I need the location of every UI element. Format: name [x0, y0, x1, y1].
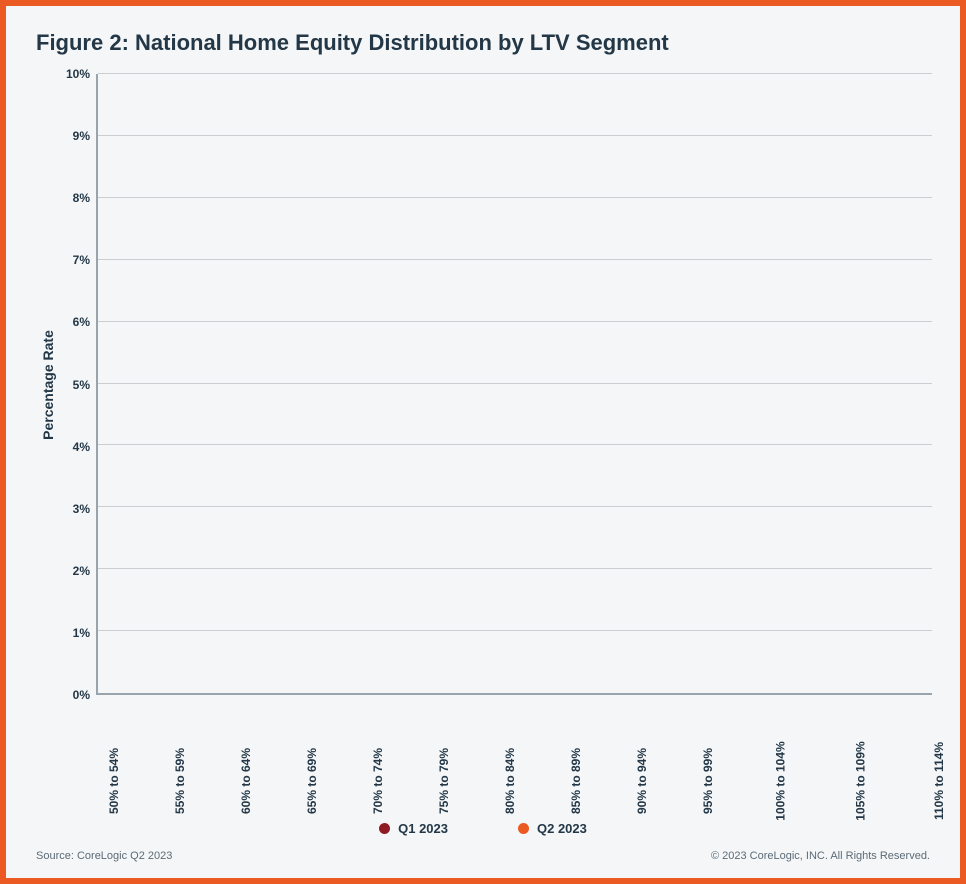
gridline [98, 383, 932, 384]
x-tick-cell: 70% to 74% [370, 695, 436, 813]
x-tick-cell: 100% to 104% [766, 695, 845, 813]
x-tick-label: 55% to 59% [173, 748, 237, 814]
x-tick-label: 60% to 64% [239, 748, 303, 814]
x-tick-cell: 95% to 99% [700, 695, 766, 813]
x-tick-cell: 80% to 84% [502, 695, 568, 813]
legend-label: Q1 2023 [398, 821, 448, 836]
legend-item: Q2 2023 [518, 821, 587, 836]
x-tick-cell: 75% to 79% [436, 695, 502, 813]
y-tick-label: 7% [73, 253, 90, 267]
x-tick-cell: 65% to 69% [304, 695, 370, 813]
y-tick-label: 9% [73, 129, 90, 143]
gridline [98, 630, 932, 631]
y-tick-label: 6% [73, 315, 90, 329]
x-tick-cell: 50% to 54% [106, 695, 172, 813]
gridline [98, 73, 932, 74]
x-tick-label: 110% to 114% [932, 742, 966, 820]
y-axis-label-col: Percentage Rate [34, 74, 62, 695]
y-tick-label: 4% [73, 440, 90, 454]
gridline [98, 444, 932, 445]
x-tick-label: 85% to 89% [569, 748, 633, 814]
legend-item: Q1 2023 [379, 821, 448, 836]
x-tick-label: 105% to 109% [853, 741, 917, 820]
legend-swatch [379, 823, 390, 834]
gridline [98, 197, 932, 198]
gridline [98, 568, 932, 569]
y-tick-label: 10% [66, 67, 90, 81]
y-tick-label: 1% [73, 626, 90, 640]
gridline [98, 506, 932, 507]
y-axis-label: Percentage Rate [40, 330, 56, 440]
x-tick-cell: 85% to 89% [568, 695, 634, 813]
x-tick-label: 50% to 54% [107, 748, 171, 814]
chart-title: Figure 2: National Home Equity Distribut… [36, 30, 932, 56]
y-tick-label: 5% [73, 378, 90, 392]
chart: Percentage Rate 0%1%2%3%4%5%6%7%8%9%10% … [34, 74, 932, 850]
y-tick-label: 2% [73, 564, 90, 578]
x-tick-label: 70% to 74% [371, 748, 435, 814]
x-tick-cell: 60% to 64% [238, 695, 304, 813]
x-tick-label: 95% to 99% [701, 748, 765, 814]
source-text: Source: CoreLogic Q2 2023 [36, 850, 172, 862]
y-axis-ticks: 0%1%2%3%4%5%6%7%8%9%10% [62, 74, 96, 695]
plot-area [96, 74, 932, 695]
x-tick-cell: 90% to 94% [634, 695, 700, 813]
x-tick-label: 90% to 94% [635, 748, 699, 814]
x-tick-cell: 110% to 114% [925, 695, 966, 813]
y-tick-label: 0% [73, 688, 90, 702]
chart-body: Percentage Rate 0%1%2%3%4%5%6%7%8%9%10% [34, 74, 932, 695]
x-tick-label: 80% to 84% [503, 748, 567, 814]
x-axis-labels-row: 50% to 54%55% to 59%60% to 64%65% to 69%… [34, 695, 932, 813]
footer: Source: CoreLogic Q2 2023 © 2023 CoreLog… [34, 850, 932, 864]
y-tick-label: 8% [73, 191, 90, 205]
y-tick-label: 3% [73, 502, 90, 516]
figure-container: Figure 2: National Home Equity Distribut… [0, 0, 966, 884]
copyright-text: © 2023 CoreLogic, INC. All Rights Reserv… [711, 850, 930, 862]
gridline [98, 259, 932, 260]
x-tick-label: 75% to 79% [437, 748, 501, 814]
legend-swatch [518, 823, 529, 834]
x-tick-label: 100% to 104% [774, 741, 838, 820]
x-tick-cell: 55% to 59% [172, 695, 238, 813]
x-tick-label: 65% to 69% [305, 748, 369, 814]
x-axis-labels: 50% to 54%55% to 59%60% to 64%65% to 69%… [96, 695, 966, 813]
gridline [98, 321, 932, 322]
gridline [98, 135, 932, 136]
x-tick-cell: 105% to 109% [846, 695, 925, 813]
bars-layer [98, 74, 932, 693]
legend-label: Q2 2023 [537, 821, 587, 836]
